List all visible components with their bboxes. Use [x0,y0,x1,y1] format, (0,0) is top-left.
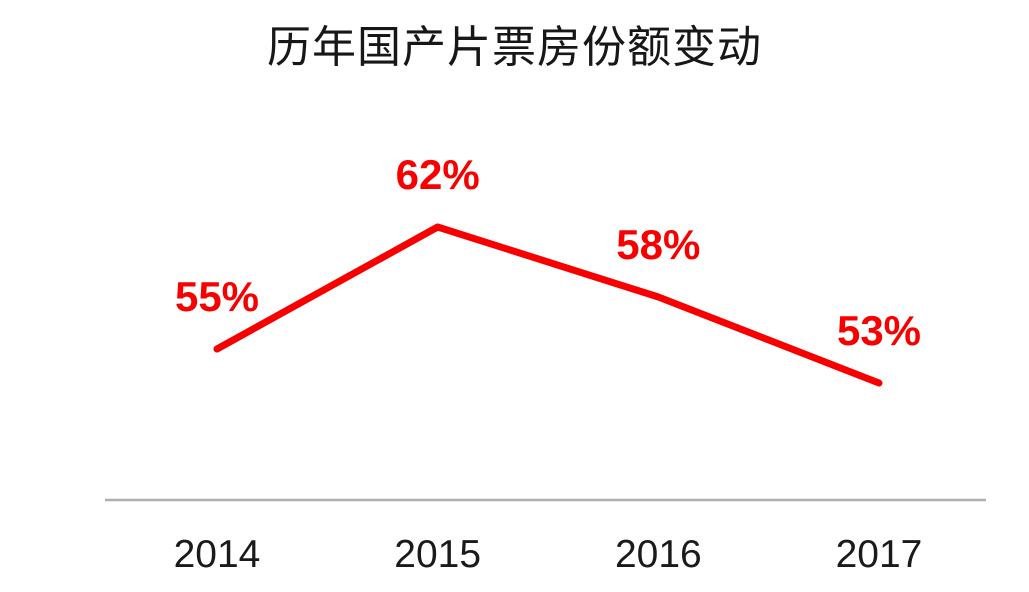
trend-line [213,223,883,387]
data-label: 62% [395,151,480,198]
data-label: 58% [616,221,701,268]
data-label: 53% [836,307,922,354]
data-label: 55% [174,273,260,320]
x-axis-tick-label: 2017 [835,533,923,576]
x-axis-tick-label: 2014 [173,533,261,576]
x-axis-tick-label: 2015 [394,533,482,576]
chart-title: 历年国产片票房份额变动 [267,23,762,72]
x-axis-tick-label: 2016 [614,533,702,576]
